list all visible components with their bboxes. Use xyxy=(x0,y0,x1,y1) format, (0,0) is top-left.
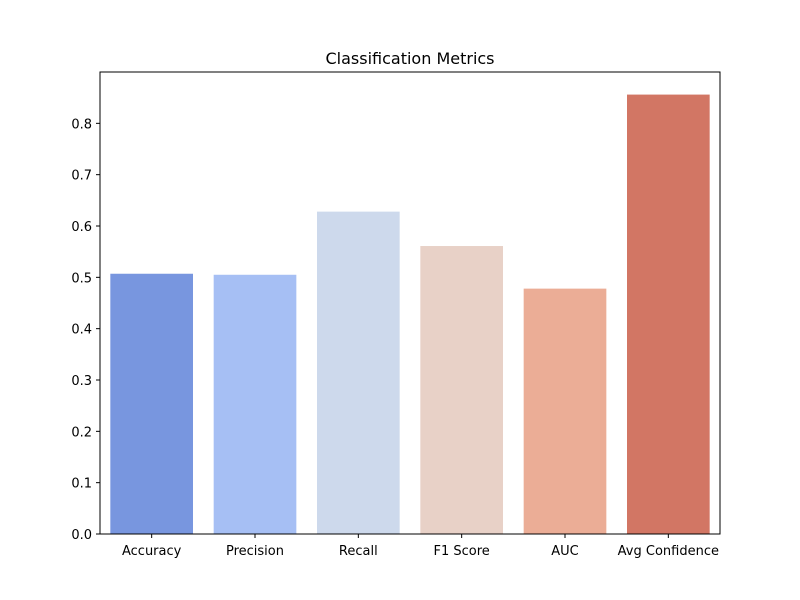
y-tick-label: 0.3 xyxy=(71,374,92,389)
y-tick-label: 0.5 xyxy=(71,271,92,286)
bars-layer xyxy=(110,94,710,534)
x-tick-label: F1 Score xyxy=(434,544,490,559)
x-tick-label: Avg Confidence xyxy=(618,544,719,559)
chart-title: Classification Metrics xyxy=(325,49,494,68)
bar-avg-confidence xyxy=(627,94,710,534)
y-axis: 0.0 0.1 0.2 0.3 0.4 0.5 0.6 0.7 0.8 xyxy=(71,117,100,543)
y-tick-label: 0.0 xyxy=(71,528,92,543)
x-tick-label: Precision xyxy=(226,544,284,559)
y-tick-label: 0.2 xyxy=(71,425,92,440)
y-tick-label: 0.1 xyxy=(71,477,92,492)
bar-accuracy xyxy=(110,273,193,534)
bar-precision xyxy=(213,274,297,534)
x-tick-label: AUC xyxy=(551,544,579,559)
bar-recall xyxy=(317,211,400,534)
x-tick-label: Recall xyxy=(339,544,378,559)
bar-f1-score xyxy=(420,246,503,534)
y-tick-label: 0.7 xyxy=(71,169,92,184)
x-tick-label: Accuracy xyxy=(122,544,182,559)
y-tick-label: 0.6 xyxy=(71,220,92,235)
bar-auc xyxy=(523,288,607,534)
x-axis: Accuracy Precision Recall F1 Score AUC Avg Co… xyxy=(122,534,719,559)
plot-frame xyxy=(99,71,721,535)
y-tick-label: 0.4 xyxy=(71,323,92,338)
y-tick-label: 0.8 xyxy=(71,117,92,132)
